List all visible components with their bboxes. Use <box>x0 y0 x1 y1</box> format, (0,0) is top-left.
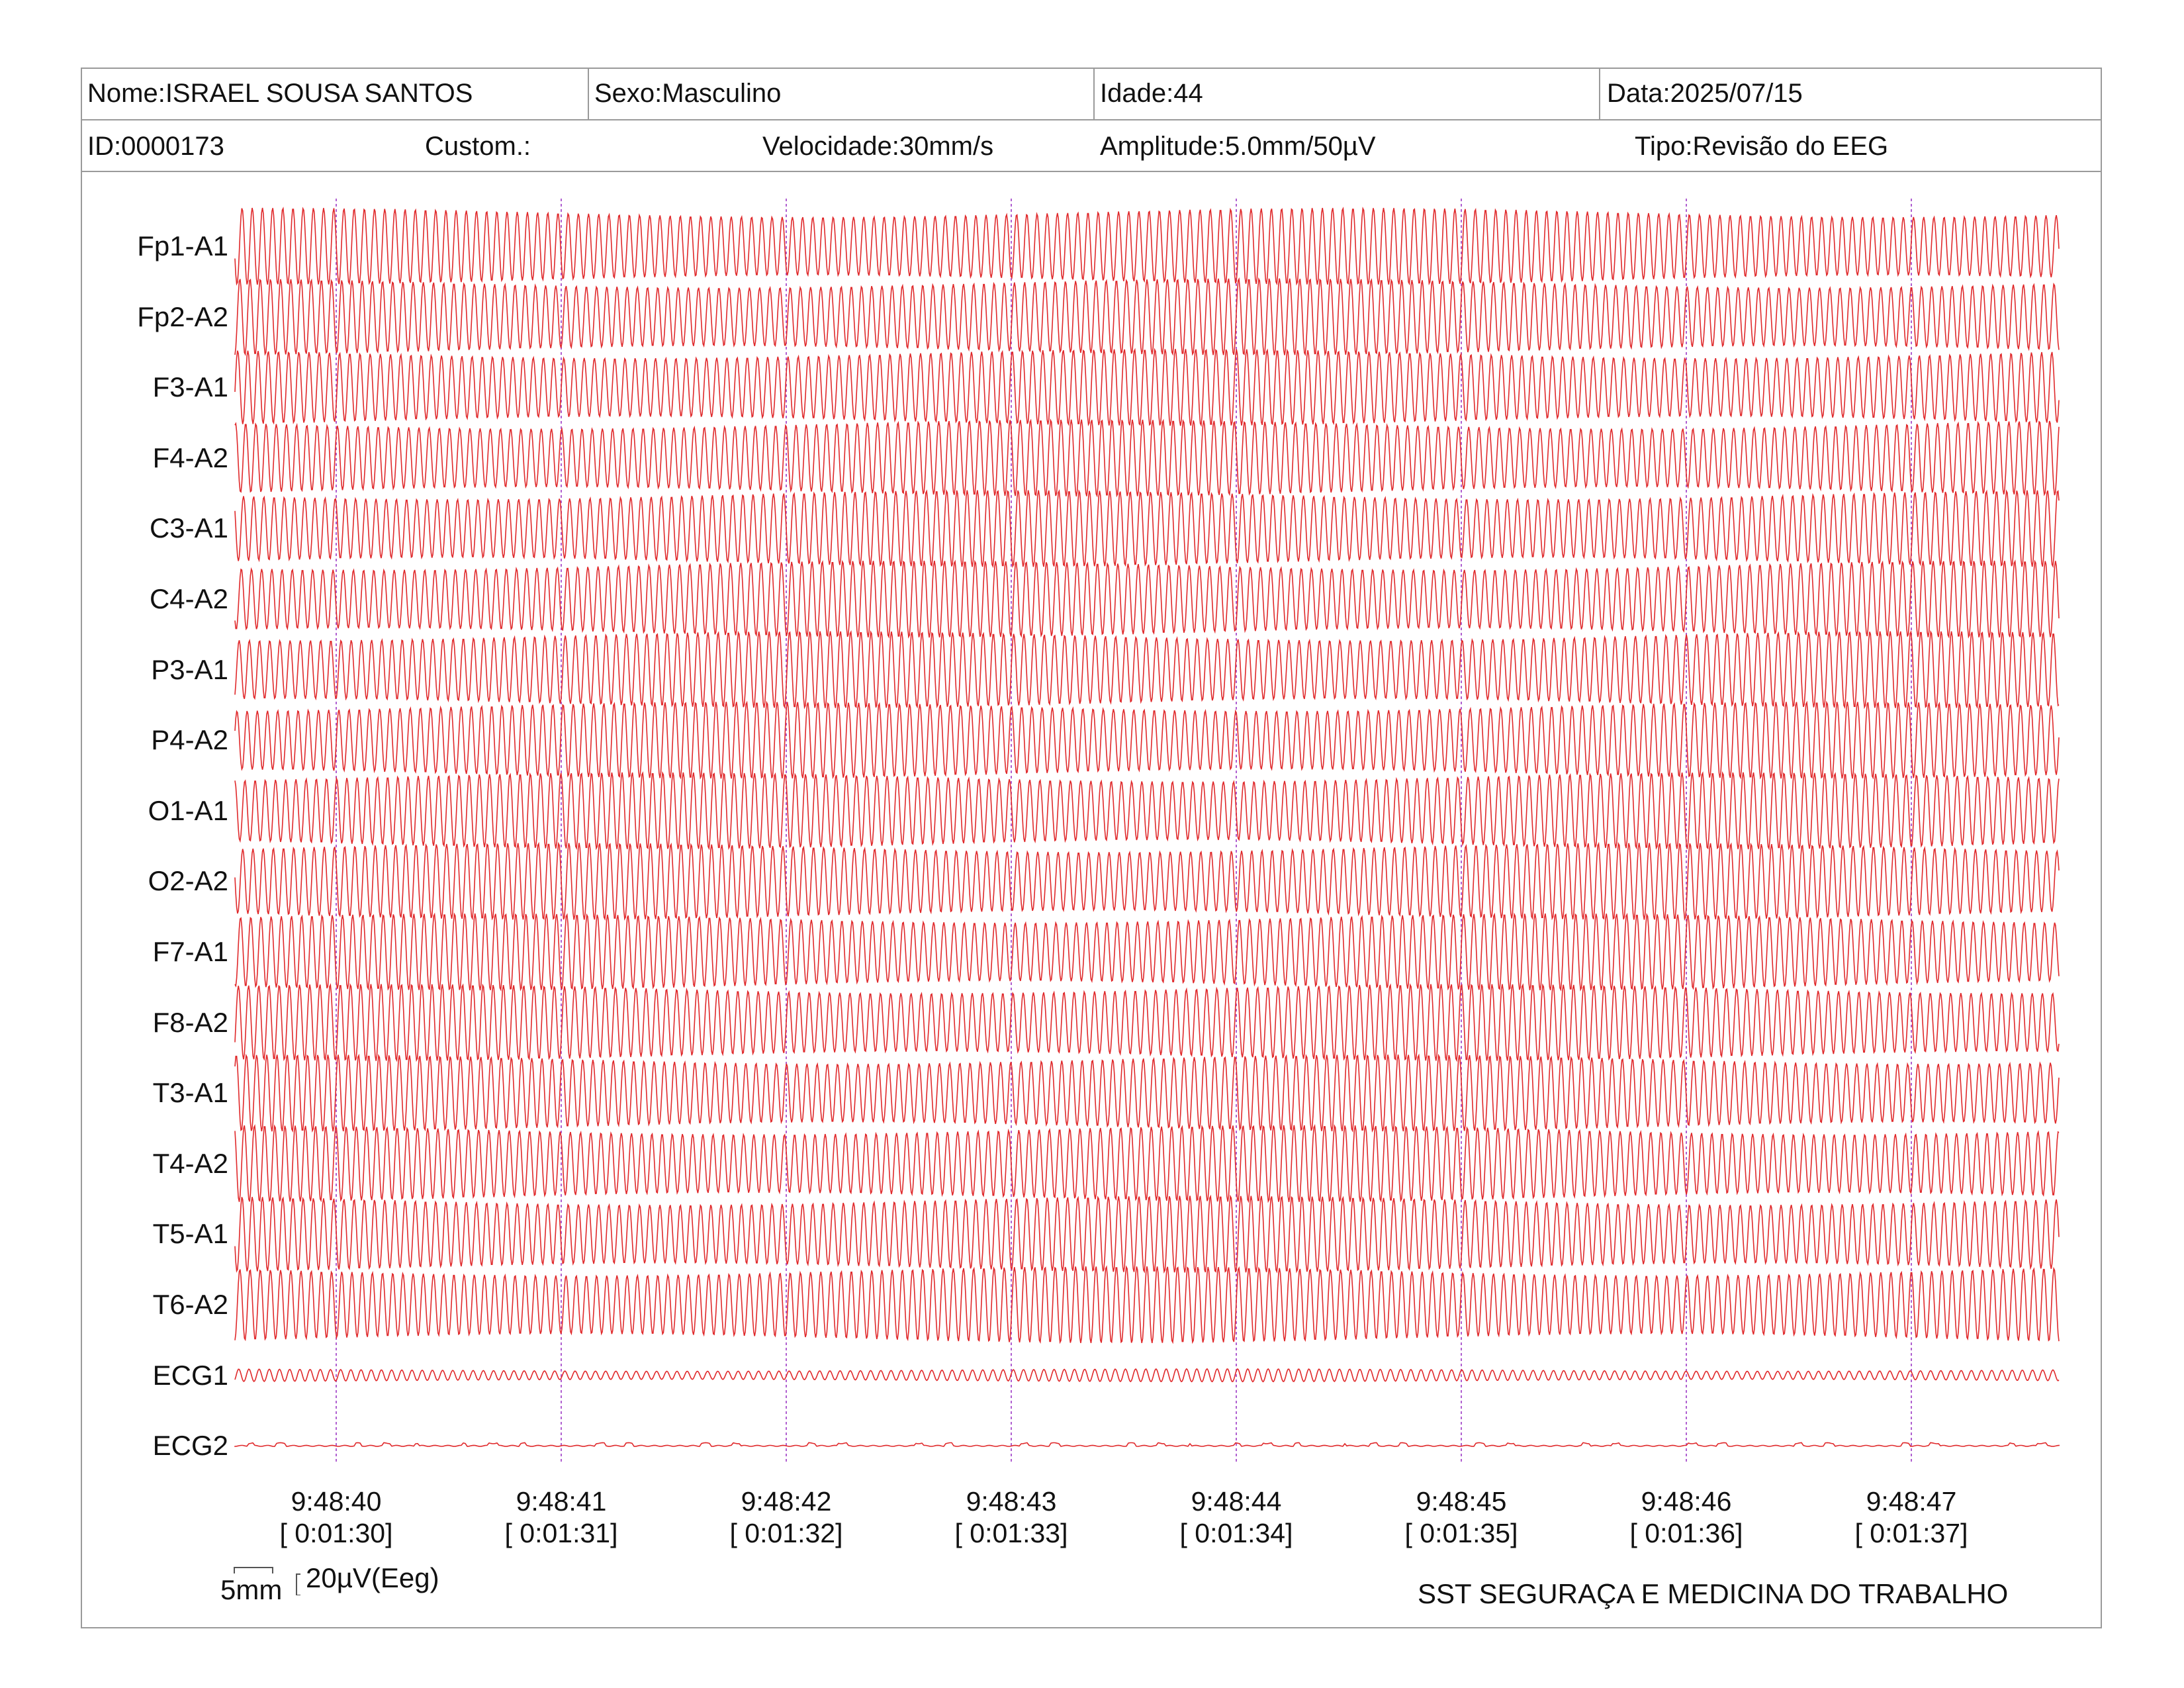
channel-label: T3-A1 <box>152 1077 228 1109</box>
eeg-trace <box>234 489 2060 569</box>
eeg-trace <box>234 700 2060 780</box>
channel-label: O1-A1 <box>148 794 228 826</box>
channel-label: Fp2-A2 <box>137 301 228 332</box>
scale-bar-icon <box>234 1567 300 1595</box>
channel-label: Fp1-A1 <box>137 230 228 261</box>
eeg-trace <box>234 912 2060 992</box>
time-tick-clock: 9:48:47 <box>1866 1486 1957 1517</box>
eeg-trace <box>234 207 2060 286</box>
header-row-recording: ID:0000173 Custom.: Velocidade:30mm/s Am… <box>81 120 2102 172</box>
time-tick-elapsed: [ 0:01:30] <box>279 1518 393 1548</box>
eeg-trace <box>234 277 2060 357</box>
patient-age: Idade:44 <box>1100 79 1203 108</box>
eeg-trace <box>234 771 2060 851</box>
time-tick-clock: 9:48:40 <box>291 1486 382 1517</box>
channel-label: F8-A2 <box>152 1006 228 1038</box>
channel-label: P4-A2 <box>151 724 228 756</box>
header-row-patient: Nome:ISRAEL SOUSA SANTOS Sexo:Masculino … <box>81 68 2102 120</box>
patient-sex: Sexo:Masculino <box>594 79 782 108</box>
scale-amplitude-label: 20µV(Eeg) <box>306 1562 439 1593</box>
report-frame <box>81 68 2102 1628</box>
time-tick-elapsed: [ 0:01:31] <box>504 1518 618 1548</box>
paper-speed: Velocidade:30mm/s <box>762 132 994 161</box>
channel-label: C3-A1 <box>149 512 228 544</box>
channel-label: ECG2 <box>152 1430 228 1462</box>
channel-label: T5-A1 <box>152 1218 228 1250</box>
amplitude-setting: Amplitude:5.0mm/50µV <box>1100 132 1376 161</box>
ecg-trace <box>234 1442 2060 1447</box>
time-tick-clock: 9:48:45 <box>1416 1486 1507 1517</box>
header-divider <box>1093 68 1095 119</box>
scale-time-label: 5mm <box>220 1574 283 1605</box>
channel-label: O2-A2 <box>148 865 228 897</box>
header-divider <box>1599 68 1600 119</box>
patient-id: ID:0000173 <box>87 132 224 161</box>
eeg-trace <box>234 418 2060 498</box>
channel-label: F3-A1 <box>152 371 228 403</box>
time-tick-clock: 9:48:46 <box>1641 1486 1732 1517</box>
custom-field: Custom.: <box>425 132 531 161</box>
eeg-trace <box>234 1053 2060 1133</box>
time-tick-elapsed: [ 0:01:36] <box>1629 1518 1743 1548</box>
channel-label: C4-A2 <box>149 583 228 614</box>
channel-label: P3-A1 <box>151 653 228 685</box>
channel-label: ECG1 <box>152 1359 228 1391</box>
channel-label: T4-A2 <box>152 1147 228 1179</box>
time-tick-elapsed: [ 0:01:33] <box>954 1518 1068 1548</box>
time-tick-elapsed: [ 0:01:32] <box>729 1518 843 1548</box>
header-divider <box>588 68 589 119</box>
channel-label: F7-A1 <box>152 936 228 967</box>
eeg-trace <box>234 1265 2060 1344</box>
patient-name: Nome:ISRAEL SOUSA SANTOS <box>87 79 473 108</box>
time-tick-clock: 9:48:43 <box>966 1486 1057 1517</box>
time-tick-clock: 9:48:42 <box>741 1486 832 1517</box>
channel-label: F4-A2 <box>152 442 228 473</box>
time-tick-elapsed: [ 0:01:34] <box>1179 1518 1293 1548</box>
eeg-trace <box>234 841 2060 921</box>
eeg-trace <box>234 983 2060 1062</box>
eeg-trace <box>234 1194 2060 1274</box>
eeg-trace <box>234 1124 2060 1203</box>
time-tick-elapsed: [ 0:01:35] <box>1404 1518 1518 1548</box>
eeg-trace <box>234 559 2060 639</box>
ecg-trace <box>234 1368 2060 1383</box>
review-type: Tipo:Revisão do EEG <box>1635 132 1889 161</box>
eeg-trace <box>234 348 2060 427</box>
exam-date: Data:2025/07/15 <box>1607 79 1803 108</box>
eeg-trace <box>234 630 2060 710</box>
time-tick-elapsed: [ 0:01:37] <box>1854 1518 1968 1548</box>
channel-label-column: Fp1-A1 Fp2-A2 F3-A1 F4-A2 C3-A1 C4-A2 P3-A1 P4-… <box>99 0 228 1589</box>
channel-label: T6-A2 <box>152 1289 228 1320</box>
company-name: SST SEGURAÇA E MEDICINA DO TRABALHO <box>1418 1578 2009 1609</box>
time-tick-clock: 9:48:44 <box>1191 1486 1282 1517</box>
time-tick-clock: 9:48:41 <box>516 1486 607 1517</box>
